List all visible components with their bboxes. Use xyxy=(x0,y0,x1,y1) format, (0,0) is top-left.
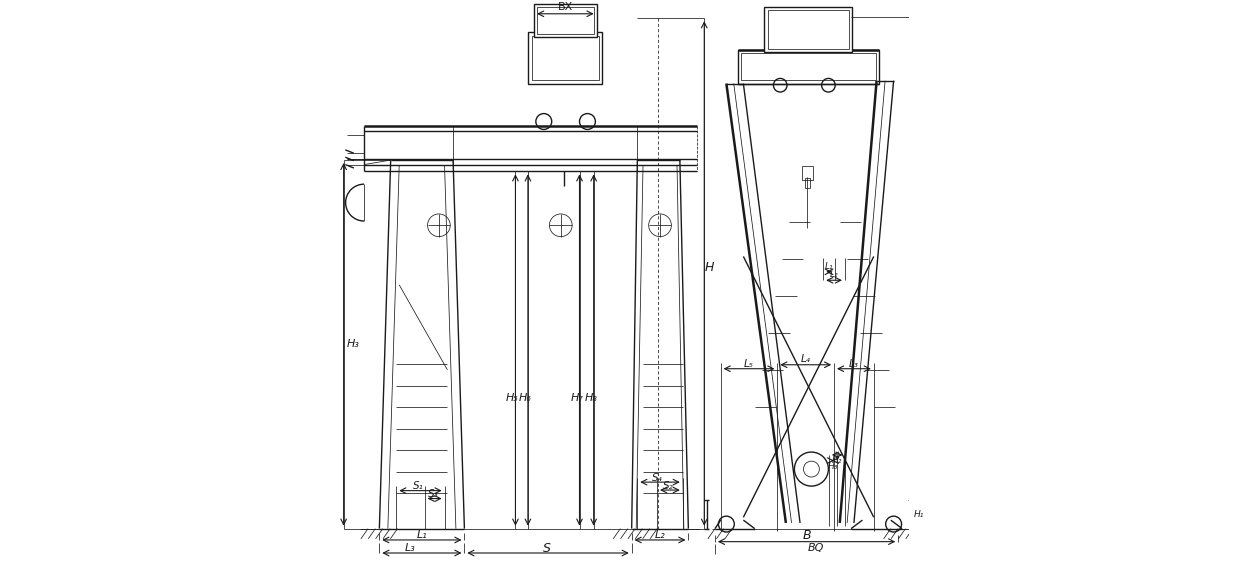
Text: L₃: L₃ xyxy=(849,358,859,369)
Bar xyxy=(741,53,876,80)
Text: H₇: H₇ xyxy=(570,393,583,403)
Bar xyxy=(535,4,596,37)
Text: L₂: L₂ xyxy=(655,530,665,541)
Text: L₅: L₅ xyxy=(744,358,754,369)
Text: H₁: H₁ xyxy=(914,510,924,519)
Bar xyxy=(767,10,849,49)
Bar xyxy=(537,7,593,34)
Text: H₃: H₃ xyxy=(828,462,838,471)
Text: H₆: H₆ xyxy=(518,393,532,403)
Text: B: B xyxy=(803,530,811,542)
Bar xyxy=(765,7,853,52)
Text: BX: BX xyxy=(557,2,573,12)
Bar xyxy=(805,178,810,188)
Text: H: H xyxy=(705,261,714,274)
Bar xyxy=(528,32,602,84)
Bar xyxy=(801,166,813,180)
Text: L₃: L₃ xyxy=(406,543,416,554)
Text: S₁: S₁ xyxy=(413,481,423,491)
Text: L₁: L₁ xyxy=(825,262,834,271)
Text: L₄: L₄ xyxy=(801,354,811,364)
Text: H₃: H₃ xyxy=(347,339,359,349)
Bar xyxy=(532,36,598,80)
Text: L₂: L₂ xyxy=(830,270,839,279)
Text: S₂: S₂ xyxy=(662,481,674,490)
Text: H₂: H₂ xyxy=(831,456,843,465)
Text: S₄: S₄ xyxy=(652,473,664,483)
Text: H₅: H₅ xyxy=(506,393,520,403)
Text: BQ: BQ xyxy=(808,543,824,554)
Text: S₃: S₃ xyxy=(428,489,438,499)
Text: H₈: H₈ xyxy=(585,393,597,403)
Text: L₁: L₁ xyxy=(417,530,427,541)
Bar xyxy=(737,50,879,84)
Text: S: S xyxy=(542,542,551,555)
